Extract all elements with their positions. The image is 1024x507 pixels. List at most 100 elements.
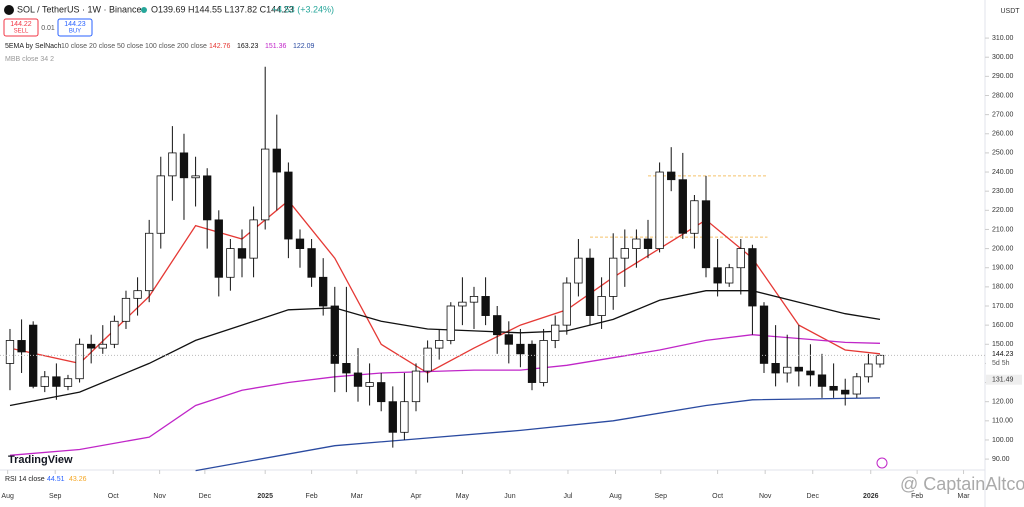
candle-body [261,148,270,221]
candle-body [435,340,444,349]
candle-body [516,343,525,355]
status-dot [141,7,147,13]
candle-body [852,376,861,395]
candle-body [759,305,769,364]
y-tick-label: 280.00 [992,92,1014,99]
x-tick-label: Jul [563,493,572,500]
candle-body [481,296,490,316]
marker-label: 131.49 [992,377,1014,384]
y-tick-label: 290.00 [992,73,1014,80]
candle-body [365,382,374,387]
candle-body [377,382,386,403]
ema-values: 142.76 163.23 151.36 122.09 [209,43,315,50]
candle-body [40,376,49,387]
candle-body [98,343,107,349]
y-tick-label: 170.00 [992,303,1014,310]
candle-body [295,238,305,249]
sell-label: SELL [14,29,29,35]
logo: TradingView [8,454,73,466]
ohlc: O139.69 H144.55 L137.82 C144.23 [151,4,294,14]
countdown: 5d 5h [992,360,1010,367]
marker-box [986,374,1022,385]
candle-body [203,175,212,221]
x-tick-label: Aug [609,493,622,500]
y-tick-label: 230.00 [992,188,1014,195]
candle-body [527,343,537,383]
candle-body [667,171,676,181]
candle-body [400,401,409,433]
x-tick-label: Oct [108,493,119,500]
candle-body [690,200,699,234]
candle-body [574,257,583,284]
y-tick-label: 180.00 [992,284,1014,291]
candle-body [817,374,827,387]
candle-body [597,296,606,316]
buy-button[interactable] [57,18,93,37]
change: +4.53 (+3.24%) [272,4,334,14]
candle-body [725,267,734,284]
candle-body [701,200,711,269]
rsi-label: RSI 14 close [5,476,45,483]
x-tick-label: Dec [807,493,820,500]
candle-body [539,340,548,383]
candle-body [284,171,293,240]
y-tick-label: 150.00 [992,341,1014,348]
x-tick-label: Aug [1,493,14,500]
candle-body [783,366,792,374]
rsi-values: 44.51 43.26 [47,476,87,483]
candle-body [249,219,258,259]
x-tick-label: May [456,493,470,500]
x-tick-label: Dec [199,493,212,500]
y-tick-label: 190.00 [992,265,1014,272]
candle-body [5,340,15,364]
sell-button[interactable] [3,18,39,37]
mbb: MBB close 34 2 [5,56,54,63]
ema-value: 122.09 [293,43,315,50]
rsi-value: 43.26 [69,476,87,483]
x-tick-label: 2026 [863,493,879,500]
candle-body [307,248,316,278]
y-tick-label: 220.00 [992,207,1014,214]
candle-body [237,248,247,259]
alert-icon[interactable] [876,457,888,469]
candle-body [75,343,84,380]
x-tick-label: Feb [306,493,318,500]
y-tick-label: 160.00 [992,322,1014,329]
y-tick-label: 260.00 [992,131,1014,138]
candle-body [678,179,687,234]
candle-body [63,378,73,387]
x-tick-label: Nov [153,493,166,500]
candle-body [319,276,328,307]
x-tick-label: Oct [712,493,723,500]
y-tick-label: 90.00 [992,456,1010,463]
x-tick-label: 2025 [257,493,273,500]
ema-title: 5EMA by SelNach [5,43,62,50]
x-tick-label: Sep [49,493,62,500]
buy-label: BUY [69,29,81,35]
ema-params: 10 close 20 close 50 close 100 close 200… [61,43,207,50]
candle-body [713,267,722,284]
y-tick-label: 210.00 [992,226,1014,233]
candle-body [875,354,885,365]
y-tick-label: 240.00 [992,169,1014,176]
candle-body [841,389,850,395]
watermark: @ CaptainAltcoin [900,474,1024,494]
y-tick-label: 110.00 [992,418,1013,425]
sell-price: 144.22 [10,21,32,28]
x-tick-label: Apr [411,493,423,500]
candle-body [121,297,131,322]
x-tick-label: Mar [958,493,971,500]
plot [0,66,985,472]
rsi-value: 44.51 [47,476,65,483]
candle-body [562,282,571,326]
y-tick-label: 200.00 [992,245,1014,252]
ema-value: 142.76 [209,43,231,50]
candle-body [191,175,200,179]
y-tick-label: 310.00 [992,35,1014,42]
x-tick-label: Feb [911,493,923,500]
candle-body [458,301,467,307]
candle-body [632,238,641,249]
candle-body [168,152,177,177]
candle-body [609,257,618,297]
